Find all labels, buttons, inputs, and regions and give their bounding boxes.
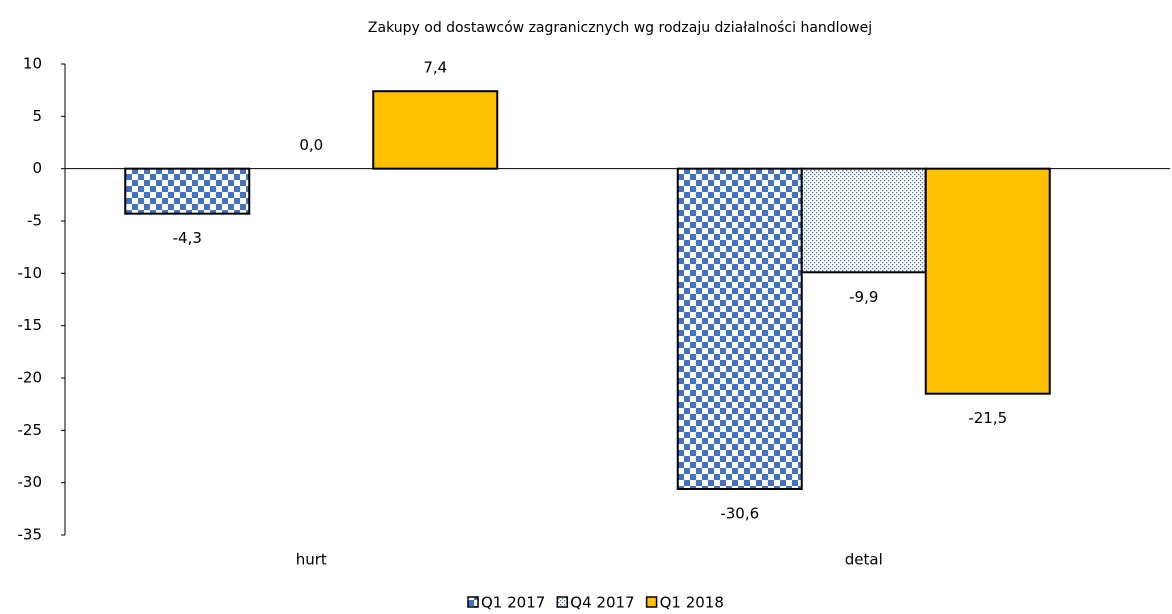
y-tick-label: -10 bbox=[18, 264, 43, 282]
y-tick-label: -25 bbox=[18, 421, 43, 439]
x-tick-label: hurt bbox=[296, 551, 327, 569]
legend-label: Q1 2017 bbox=[481, 594, 545, 612]
value-label: 7,4 bbox=[423, 59, 447, 77]
y-tick-label: -20 bbox=[18, 369, 43, 387]
x-tick-label: detal bbox=[845, 551, 883, 569]
value-label: -21,5 bbox=[968, 409, 1007, 427]
value-label: -4,3 bbox=[173, 229, 202, 247]
bar bbox=[676, 167, 803, 490]
value-label: -9,9 bbox=[849, 288, 878, 306]
legend-swatch bbox=[645, 596, 658, 608]
chart-title: Zakupy od dostawców zagranicznych wg rod… bbox=[368, 20, 872, 36]
y-tick-label: -35 bbox=[18, 526, 43, 544]
value-label: 0,0 bbox=[299, 136, 323, 154]
bar bbox=[124, 167, 251, 215]
bar bbox=[372, 90, 499, 170]
y-tick-label: 10 bbox=[23, 55, 42, 73]
y-tick-label: 0 bbox=[32, 159, 42, 177]
legend-label: Q4 2017 bbox=[570, 594, 634, 612]
y-tick-label: 5 bbox=[32, 107, 42, 125]
y-tick-label: -15 bbox=[18, 316, 43, 334]
y-tick-label: -30 bbox=[18, 473, 43, 491]
y-tick-label: -5 bbox=[27, 212, 42, 230]
bar bbox=[800, 167, 927, 274]
legend-swatch bbox=[467, 596, 479, 608]
legend-label: Q1 2018 bbox=[660, 594, 724, 612]
bar bbox=[924, 167, 1051, 395]
legend-swatch bbox=[556, 596, 569, 608]
value-label: -30,6 bbox=[720, 504, 759, 522]
